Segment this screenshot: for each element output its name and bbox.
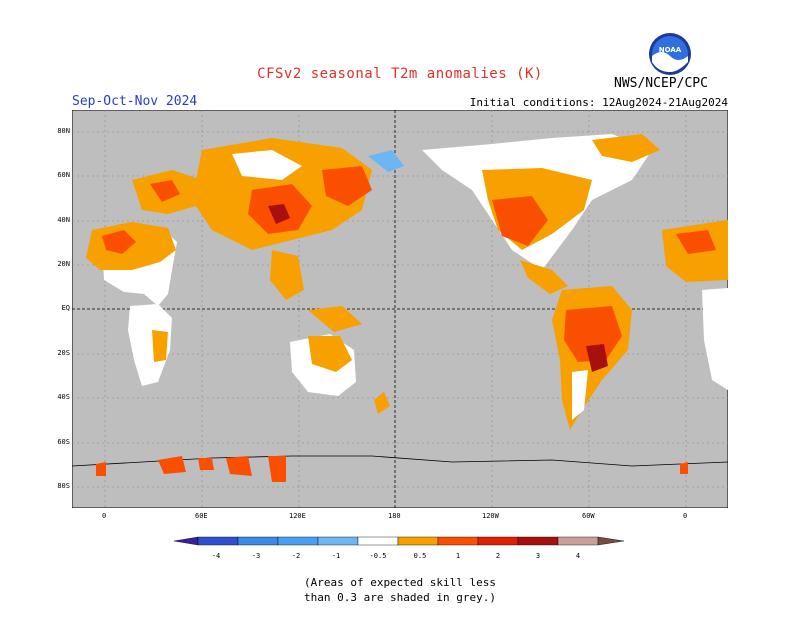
colorbar-cell--4--3 [197, 536, 239, 546]
colorbar-label-1: 1 [456, 552, 460, 560]
colorbar-label-neg2: -2 [292, 552, 300, 560]
colorbar-label-neg05: -0.5 [370, 552, 387, 560]
region-antarctica [71, 455, 729, 482]
skill-note-line1: (Areas of expected skill less [303, 576, 497, 589]
colorbar-label-3: 3 [536, 552, 540, 560]
colorbar-label-neg4: -4 [212, 552, 220, 560]
colorbar-legend: -4 -3 -2 -1 -0.5 0.5 1 2 3 4 [173, 536, 625, 560]
lat-label-20n: 20N [57, 260, 70, 268]
lat-label-60n: 60N [57, 171, 70, 179]
colorbar-cell-gt-4 [597, 536, 625, 546]
lat-label-80s: 80S [57, 482, 70, 490]
map-svg [71, 109, 729, 509]
agency-label: NWS/NCEP/CPC [614, 76, 708, 91]
colorbar-cell-4-plus [557, 536, 599, 546]
noaa-logo-icon: NOAA [649, 33, 691, 75]
lon-label-60w: 60W [582, 512, 595, 520]
season-label: Sep-Oct-Nov 2024 [72, 94, 198, 109]
colorbar-cell--3--2 [237, 536, 279, 546]
initial-conditions-label: Initial conditions: 12Aug2024-21Aug2024 [469, 96, 728, 109]
colorbar-label-neg1: -1 [332, 552, 340, 560]
lon-label-0-right: 0 [683, 512, 688, 520]
longitude-axis: 0 60E 120E 180 120W 60W 0 [72, 512, 728, 524]
lon-label-180: 180 [388, 512, 401, 520]
skill-note-line2: than 0.3 are shaded in grey.) [303, 591, 497, 604]
lon-label-0: 0 [102, 512, 107, 520]
lat-label-40n: 40N [57, 216, 70, 224]
colorbar-cell-3-4 [517, 536, 559, 546]
region-australia [290, 334, 390, 414]
colorbar-label-neg3: -3 [252, 552, 260, 560]
region-africa-east-repeat [662, 220, 728, 390]
lon-label-120e: 120E [289, 512, 306, 520]
lat-label-eq: EQ [61, 304, 70, 312]
colorbar-label-05: 0.5 [414, 552, 427, 560]
world-map [71, 109, 729, 509]
region-north-america [422, 134, 660, 294]
region-asia [192, 138, 404, 332]
svg-text:NOAA: NOAA [659, 46, 682, 54]
colorbar-label-2: 2 [496, 552, 500, 560]
lat-label-40s: 40S [57, 393, 70, 401]
region-south-america [552, 286, 632, 430]
lat-label-80n: 80N [57, 127, 70, 135]
lat-label-60s: 60S [57, 438, 70, 446]
lat-label-20s: 20S [57, 349, 70, 357]
colorbar-cell-neutral [357, 536, 399, 546]
latitude-axis: 80N 60N 40N 20N EQ 20S 40S 60S 80S [44, 110, 72, 508]
lon-label-60e: 60E [195, 512, 208, 520]
colorbar-cell--2--1 [277, 536, 319, 546]
colorbar-label-4: 4 [576, 552, 580, 560]
lon-label-120w: 120W [482, 512, 499, 520]
colorbar-cell--1--05 [317, 536, 359, 546]
chart-title: CFSv2 seasonal T2m anomalies (K) [257, 66, 543, 82]
region-africa-europe [86, 170, 202, 386]
colorbar-cell-1-2 [437, 536, 479, 546]
colorbar-cell-05-1 [397, 536, 439, 546]
colorbar-cell-2-3 [477, 536, 519, 546]
colorbar-cell-lt-4 [173, 536, 199, 546]
